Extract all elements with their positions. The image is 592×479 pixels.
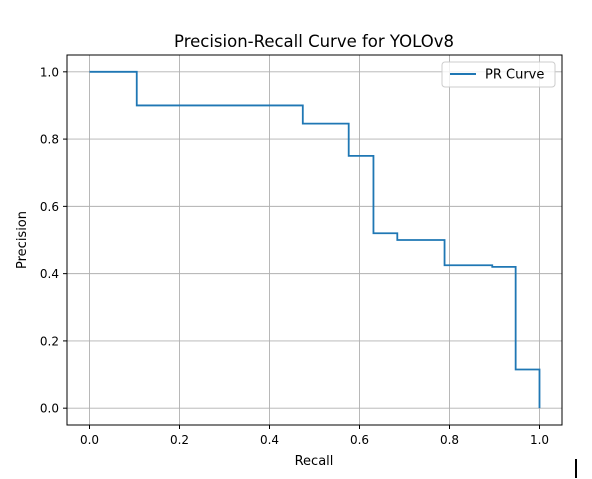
legend: PR Curve (441, 61, 556, 88)
x-tick-label: 1.0 (530, 433, 549, 447)
y-tick-label: 0.0 (40, 402, 59, 416)
x-tick-labels: 0.0 0.2 0.4 0.6 0.8 1.0 (80, 433, 549, 447)
x-tick-label: 0.0 (80, 433, 99, 447)
y-tick-label: 1.0 (40, 65, 59, 79)
tick-marks (63, 71, 540, 429)
y-tick-label: 0.8 (40, 133, 59, 147)
x-tick-label: 0.6 (350, 433, 369, 447)
y-tick-label: 0.6 (40, 200, 59, 214)
y-axis-label: Precision (15, 211, 30, 269)
legend-label: PR Curve (485, 68, 544, 83)
x-tick-label: 0.2 (170, 433, 189, 447)
y-tick-label: 0.2 (40, 334, 59, 348)
chart-title: Precision-Recall Curve for YOLOv8 (174, 32, 454, 51)
x-tick-label: 0.8 (440, 433, 459, 447)
y-tick-labels: 0.0 0.2 0.4 0.6 0.8 1.0 (40, 65, 59, 415)
x-axis-label: Recall (295, 454, 334, 469)
y-tick-label: 0.4 (40, 267, 59, 281)
legend-box (441, 61, 556, 88)
pr-curve-line (89, 70, 541, 409)
x-tick-label: 0.4 (260, 433, 279, 447)
series-layer (89, 70, 541, 409)
plot-area-frame (66, 54, 563, 426)
grid-lines (67, 55, 562, 425)
